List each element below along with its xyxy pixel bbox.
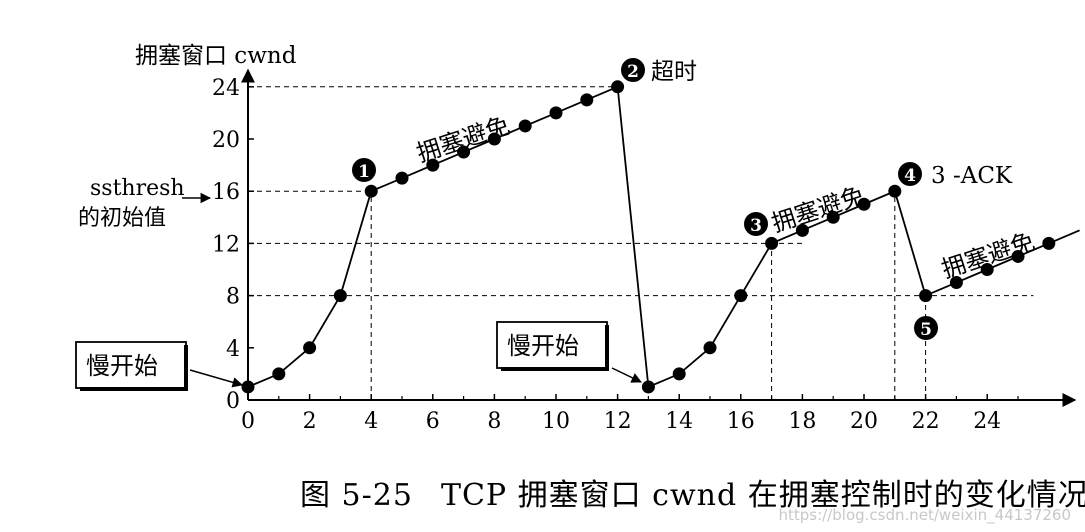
x-tick-label: 6 — [426, 409, 440, 434]
data-point — [395, 171, 409, 185]
data-point — [426, 158, 440, 172]
slow-start-arrow-2 — [611, 367, 642, 383]
data-point — [980, 263, 994, 276]
y-tick-label: 24 — [212, 76, 240, 101]
data-point — [703, 341, 717, 355]
cwnd-chart: 拥塞窗口 cwnd 0 2 4 6 8 10 12 14 16 18 20 22 24048121620… — [75, 43, 1080, 434]
x-tick-label: 2 — [303, 409, 317, 434]
data-point — [487, 132, 501, 146]
ca-label-2: 拥塞避免 — [768, 181, 868, 237]
data-point — [765, 236, 779, 250]
series-line — [616, 86, 650, 388]
data-point — [888, 184, 902, 198]
data-point — [518, 119, 532, 133]
y-tick-label: 0 — [226, 389, 240, 414]
slow-start-label-1: 慢开始 — [86, 352, 158, 380]
data-point — [303, 341, 317, 355]
x-tick-label: 12 — [604, 409, 632, 434]
marker-4: 4 — [898, 162, 922, 186]
marker-5: 5 — [914, 316, 938, 340]
timeout-label: 超时 — [651, 59, 697, 85]
data-point — [949, 276, 963, 290]
data-point — [611, 80, 625, 94]
x-tick-label: 14 — [665, 409, 693, 434]
y-axis-label: 拥塞窗口 cwnd — [135, 43, 297, 69]
x-tick-label: 18 — [788, 409, 816, 434]
slow-start-box-1: 慢开始 — [75, 341, 188, 391]
data-point — [857, 197, 871, 211]
slow-start-arrow-1 — [189, 369, 244, 388]
watermark: https://blog.csdn.net/weixin_44137260 — [778, 506, 1071, 524]
x-tick-label: 24 — [973, 409, 1001, 434]
svg-text:4: 4 — [904, 166, 916, 186]
x-tick-label: 16 — [727, 409, 755, 434]
data-point — [1011, 249, 1025, 263]
data-points — [241, 80, 1056, 394]
data-point — [826, 210, 840, 224]
figure-title: TCP 拥塞窗口 cwnd 在拥塞控制时的变化情况 — [440, 478, 1085, 513]
figure-number: 图 5-25 — [300, 478, 413, 513]
guide-lines — [248, 86, 1034, 400]
marker-1: 1 — [352, 158, 376, 182]
svg-text:3: 3 — [750, 216, 762, 236]
x-tick-label: 10 — [542, 409, 570, 434]
marker-2: 2 — [621, 58, 645, 82]
data-point — [641, 380, 655, 394]
x-tick-label: 22 — [912, 409, 940, 434]
data-point — [919, 289, 933, 303]
data-point — [1042, 236, 1056, 250]
data-point — [241, 380, 255, 394]
data-point — [734, 289, 748, 303]
x-tick-label: 4 — [364, 409, 378, 434]
data-point — [272, 367, 286, 381]
svg-text:2: 2 — [627, 62, 639, 82]
y-tick-label: 4 — [226, 337, 240, 362]
three-ack-label: 3 -ACK — [931, 163, 1013, 189]
svg-text:5: 5 — [920, 320, 932, 340]
y-tick-label: 20 — [212, 128, 240, 153]
data-point — [364, 184, 378, 198]
slow-start-label-2: 慢开始 — [507, 332, 579, 360]
data-point — [333, 289, 347, 303]
data-point — [549, 106, 563, 120]
y-tick-label: 16 — [212, 180, 240, 205]
slow-start-box-2: 慢开始 — [496, 321, 609, 371]
ca-label-1: 拥塞避免 — [413, 111, 513, 167]
marker-3: 3 — [744, 212, 768, 236]
ssthresh-label: ssthresh — [90, 176, 185, 201]
svg-text:1: 1 — [358, 162, 370, 182]
ssthresh-label-2: 的初始值 — [78, 206, 166, 231]
y-tick-label: 8 — [226, 285, 240, 310]
axes — [241, 68, 1077, 407]
figure-caption: 图 5-25 TCP 拥塞窗口 cwnd 在拥塞控制时的变化情况 — [300, 470, 1085, 514]
y-tick-label: 12 — [212, 232, 240, 257]
data-point — [457, 145, 471, 159]
series-line — [893, 190, 927, 296]
series-lines — [247, 85, 1080, 388]
x-tick-label: 0 — [241, 409, 255, 434]
data-point — [672, 367, 686, 381]
x-tick-label: 20 — [850, 409, 878, 434]
data-point — [580, 93, 594, 107]
data-point — [795, 223, 809, 237]
x-tick-label: 8 — [487, 409, 501, 434]
